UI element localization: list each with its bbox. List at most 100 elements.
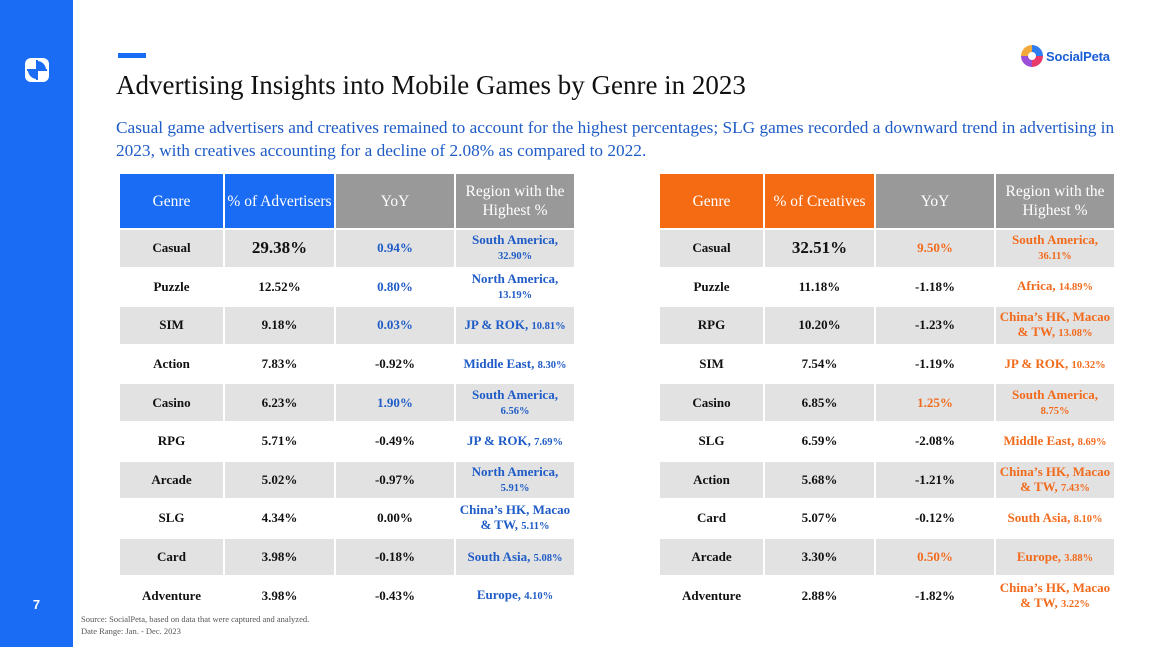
yoy-cell: -0.92% bbox=[334, 343, 456, 385]
region-name: Middle East, bbox=[463, 355, 535, 371]
region-name: South America, bbox=[472, 386, 558, 402]
table-row: SIM 9.18% 0.03% JP & ROK, 10.81% bbox=[118, 305, 576, 346]
page-title: Advertising Insights into Mobile Games b… bbox=[116, 70, 746, 100]
region-cell: Middle East, 8.69% bbox=[994, 420, 1116, 462]
yoy-cell: 0.50% bbox=[874, 536, 996, 578]
table-row: SLG 6.59% -2.08% Middle East, 8.69% bbox=[658, 420, 1116, 462]
region-pct: 8.10% bbox=[1073, 513, 1103, 525]
genre-cell: Action bbox=[658, 459, 765, 501]
region-pct: 10.32% bbox=[1071, 359, 1106, 371]
header-region: Region with the Highest % bbox=[994, 172, 1116, 230]
pct-cell: 3.98% bbox=[223, 575, 336, 616]
header-genre: Genre bbox=[658, 172, 765, 230]
yoy-cell: 1.25% bbox=[874, 382, 996, 423]
yoy-cell: -0.18% bbox=[334, 536, 456, 578]
region-name: North America, bbox=[471, 270, 559, 286]
pct-cell: 3.30% bbox=[763, 536, 876, 578]
region-name: North America, bbox=[471, 463, 559, 479]
region-cell: Africa, 14.89% bbox=[994, 266, 1116, 308]
region-name: South America, bbox=[472, 232, 558, 248]
source-note: Source: SocialPeta, based on data that w… bbox=[81, 613, 309, 637]
table-row: Casino 6.85% 1.25% South America, 8.75% bbox=[658, 382, 1116, 423]
region-name: South America, bbox=[1012, 386, 1098, 402]
genre-cell: Adventure bbox=[118, 575, 225, 616]
genre-cell: RPG bbox=[118, 420, 225, 462]
region-cell: Middle East, 8.30% bbox=[454, 343, 576, 385]
advertisers-table: Genre % of Advertisers YoY Region with t… bbox=[118, 172, 576, 616]
creatives-table: Genre % of Creatives YoY Region with the… bbox=[658, 172, 1116, 616]
region-pct: 8.75% bbox=[1040, 405, 1070, 417]
region-name: JP & ROK, bbox=[464, 316, 529, 332]
region-cell: South Asia, 8.10% bbox=[994, 498, 1116, 539]
yoy-cell: -1.19% bbox=[874, 343, 996, 385]
header-pct-creatives: % of Creatives bbox=[763, 172, 876, 230]
table-header-row: Genre % of Advertisers YoY Region with t… bbox=[118, 172, 576, 230]
table-row: SLG 4.34% 0.00% China’s HK, Macao & TW, 5.1… bbox=[118, 498, 576, 539]
region-cell: South America, 6.56% bbox=[454, 382, 576, 423]
yoy-cell: -2.08% bbox=[874, 420, 996, 462]
region-pct: 36.11% bbox=[1038, 251, 1072, 263]
header-genre: Genre bbox=[118, 172, 225, 230]
genre-cell: Puzzle bbox=[118, 266, 225, 308]
region-name: JP & ROK, bbox=[466, 432, 531, 448]
genre-cell: Casual bbox=[658, 228, 765, 269]
region-pct: 4.10% bbox=[524, 591, 554, 603]
pct-cell: 7.54% bbox=[763, 343, 876, 385]
genre-cell: SLG bbox=[118, 498, 225, 539]
region-pct: 5.08% bbox=[533, 552, 563, 564]
region-pct: 10.81% bbox=[531, 320, 566, 332]
table-row: Casual 32.51% 9.50% South America, 36.11% bbox=[658, 228, 1116, 269]
region-cell: South America, 8.75% bbox=[994, 382, 1116, 423]
region-name: South America, bbox=[1012, 232, 1098, 248]
table-row: Casino 6.23% 1.90% South America, 6.56% bbox=[118, 382, 576, 423]
region-pct: 5.11% bbox=[521, 521, 550, 533]
region-cell: North America, 13.19% bbox=[454, 266, 576, 308]
source-line: Source: SocialPeta, based on data that w… bbox=[81, 614, 310, 624]
table-row: Arcade 3.30% 0.50% Europe, 3.88% bbox=[658, 536, 1116, 578]
region-cell: JP & ROK, 10.81% bbox=[454, 305, 576, 346]
genre-cell: Arcade bbox=[658, 536, 765, 578]
region-name: South Asia, bbox=[467, 548, 531, 564]
genre-cell: Action bbox=[118, 343, 225, 385]
yoy-cell: 1.90% bbox=[334, 382, 456, 423]
region-cell: JP & ROK, 7.69% bbox=[454, 420, 576, 462]
region-pct: 32.90% bbox=[497, 251, 533, 263]
region-cell: South America, 36.11% bbox=[994, 228, 1116, 269]
yoy-cell: -1.82% bbox=[874, 575, 996, 616]
header-yoy: YoY bbox=[874, 172, 996, 230]
table-row: Adventure 3.98% -0.43% Europe, 4.10% bbox=[118, 575, 576, 616]
yoy-cell: 0.94% bbox=[334, 228, 456, 269]
table-row: Action 7.83% -0.92% Middle East, 8.30% bbox=[118, 343, 576, 385]
genre-cell: SIM bbox=[658, 343, 765, 385]
table-row: Card 3.98% -0.18% South Asia, 5.08% bbox=[118, 536, 576, 578]
pct-cell: 10.20% bbox=[763, 305, 876, 346]
yoy-cell: -0.97% bbox=[334, 459, 456, 501]
header-yoy: YoY bbox=[334, 172, 456, 230]
genre-cell: Casual bbox=[118, 228, 225, 269]
region-pct: 13.19% bbox=[497, 289, 533, 301]
region-pct: 14.89% bbox=[1058, 282, 1093, 294]
yoy-cell: -1.18% bbox=[874, 266, 996, 308]
region-cell: China’s HK, Macao & TW, 3.22% bbox=[994, 575, 1116, 616]
pct-cell: 5.07% bbox=[763, 498, 876, 539]
region-cell: South America, 32.90% bbox=[454, 228, 576, 269]
table-row: Puzzle 12.52% 0.80% North America, 13.19% bbox=[118, 266, 576, 308]
genre-cell: Puzzle bbox=[658, 266, 765, 308]
genre-cell: SIM bbox=[118, 305, 225, 346]
region-pct: 3.88% bbox=[1064, 552, 1094, 564]
sidebar: 7 bbox=[0, 0, 73, 647]
table-row: Adventure 2.88% -1.82% China’s HK, Macao & … bbox=[658, 575, 1116, 616]
page-number: 7 bbox=[32, 597, 41, 612]
table-row: Action 5.68% -1.21% China’s HK, Macao & TW,… bbox=[658, 459, 1116, 501]
yoy-cell: 9.50% bbox=[874, 228, 996, 269]
socialpeta-pinwheel-icon bbox=[25, 58, 49, 82]
genre-cell: Adventure bbox=[658, 575, 765, 616]
pct-cell: 7.83% bbox=[223, 343, 336, 385]
pct-cell: 6.59% bbox=[763, 420, 876, 462]
pct-cell: 2.88% bbox=[763, 575, 876, 616]
region-name: China’s HK, Macao & TW, bbox=[999, 309, 1111, 340]
genre-cell: Casino bbox=[118, 382, 225, 423]
pct-cell: 5.02% bbox=[223, 459, 336, 501]
region-cell: Europe, 3.88% bbox=[994, 536, 1116, 578]
table-row: SIM 7.54% -1.19% JP & ROK, 10.32% bbox=[658, 343, 1116, 385]
